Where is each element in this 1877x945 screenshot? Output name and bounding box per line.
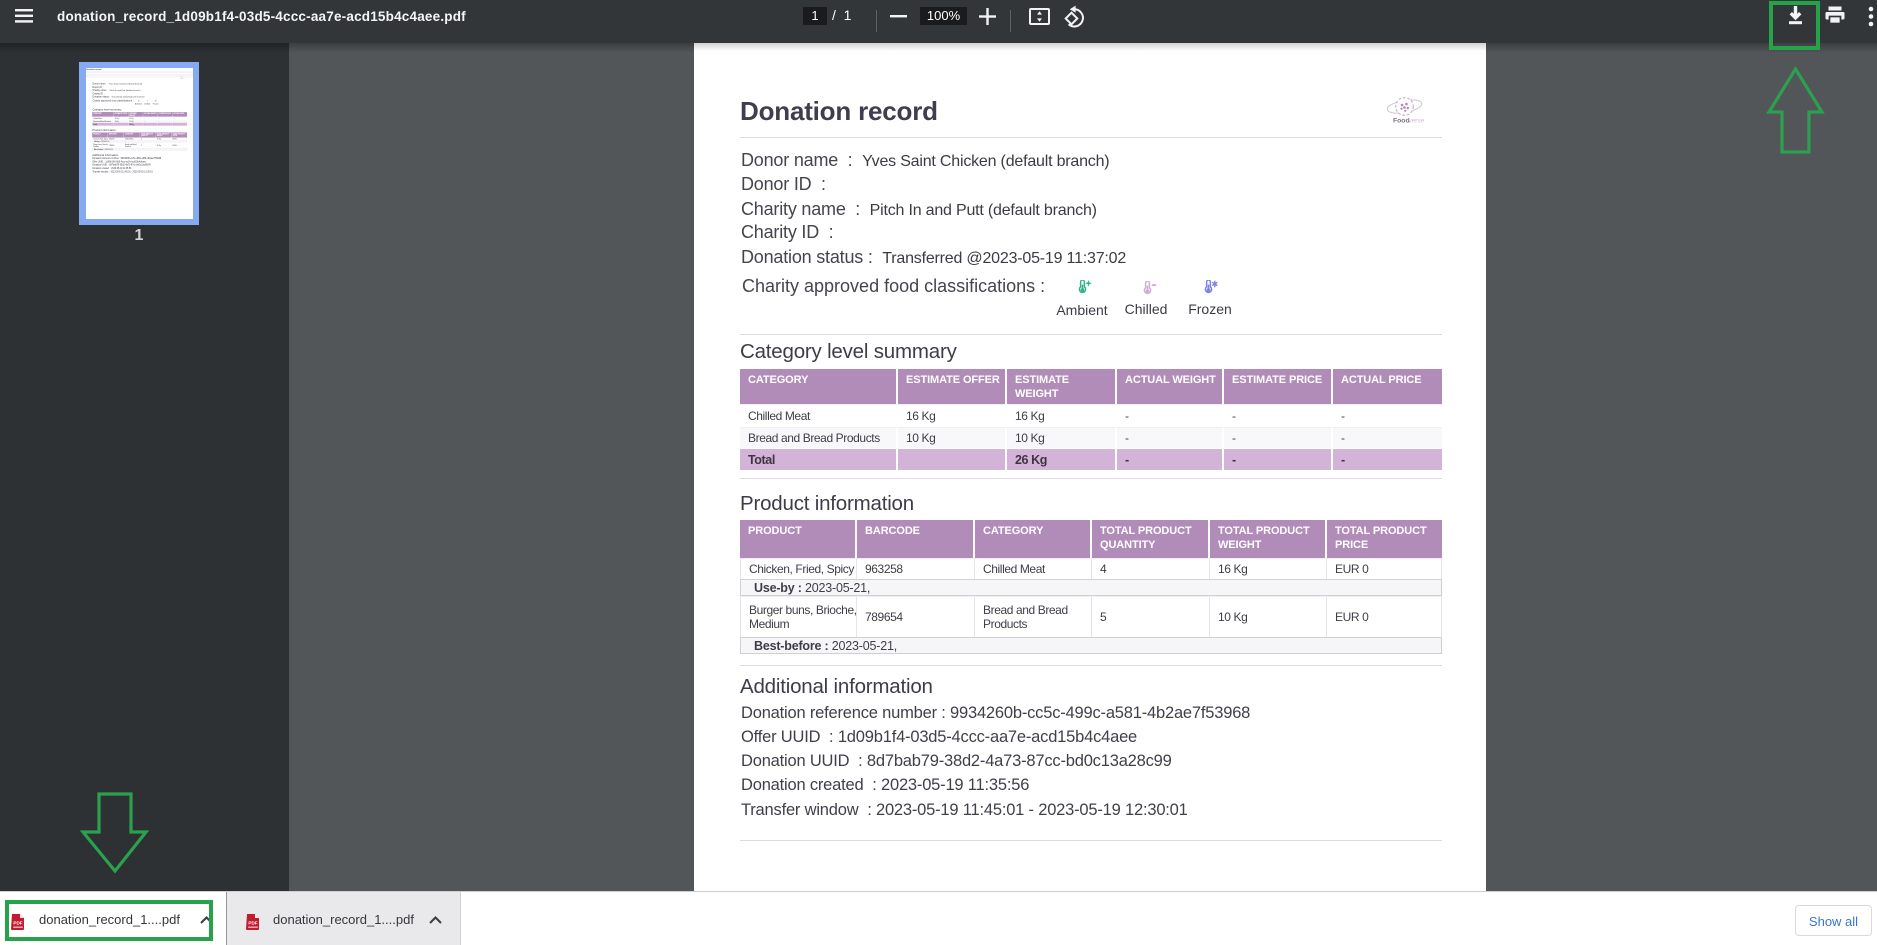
svg-text:PDF: PDF	[248, 921, 257, 926]
svg-text:verse: verse	[1409, 118, 1425, 125]
svg-text:PDF: PDF	[13, 921, 22, 926]
svg-text:Food: Food	[1393, 118, 1410, 125]
svg-text:Food: Food	[180, 78, 183, 79]
svg-text:verse: verse	[183, 78, 185, 79]
